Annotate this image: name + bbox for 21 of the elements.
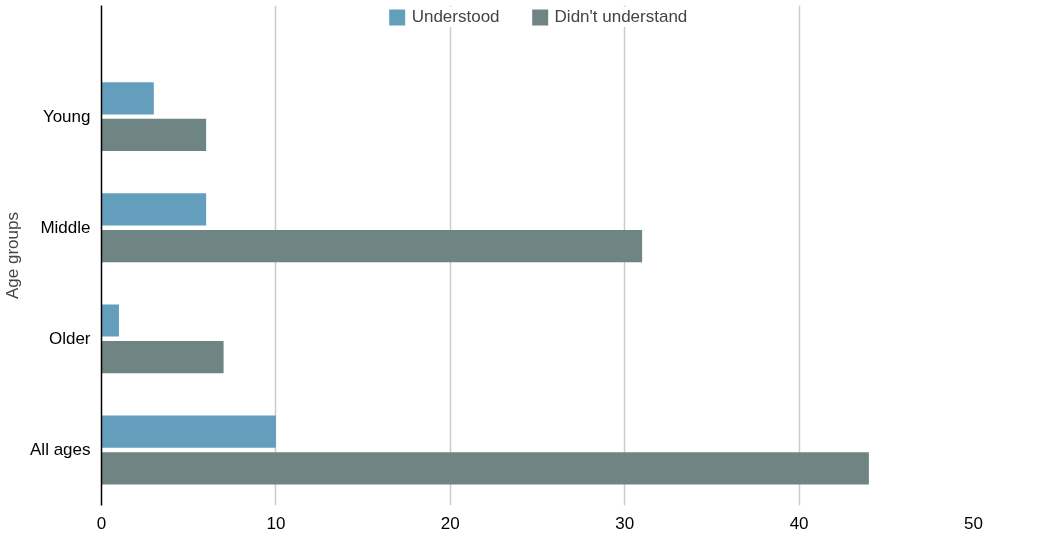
bar [101, 82, 154, 115]
bar [101, 415, 276, 448]
bar [101, 193, 207, 226]
x-tick-label: 0 [96, 513, 107, 533]
bar [101, 341, 224, 374]
y-tick-label: Young [42, 107, 91, 127]
bar [101, 229, 643, 263]
x-tick-label: 10 [266, 513, 286, 533]
legend-label: Understood [411, 7, 500, 27]
bar [101, 304, 119, 337]
bar [101, 452, 869, 485]
x-tick-label: 30 [615, 513, 635, 533]
x-tick-label: 50 [964, 513, 983, 533]
y-tick-label: All ages [30, 440, 91, 460]
x-tick-label: 40 [789, 513, 809, 533]
y-tick-label: Middle [40, 218, 91, 238]
x-tick-label: 20 [440, 513, 460, 533]
y-tick-label: Older [48, 329, 91, 349]
bar [101, 118, 207, 152]
legend-label: Didn't understand [554, 7, 688, 27]
y-axis-title: Age groups [3, 212, 23, 299]
